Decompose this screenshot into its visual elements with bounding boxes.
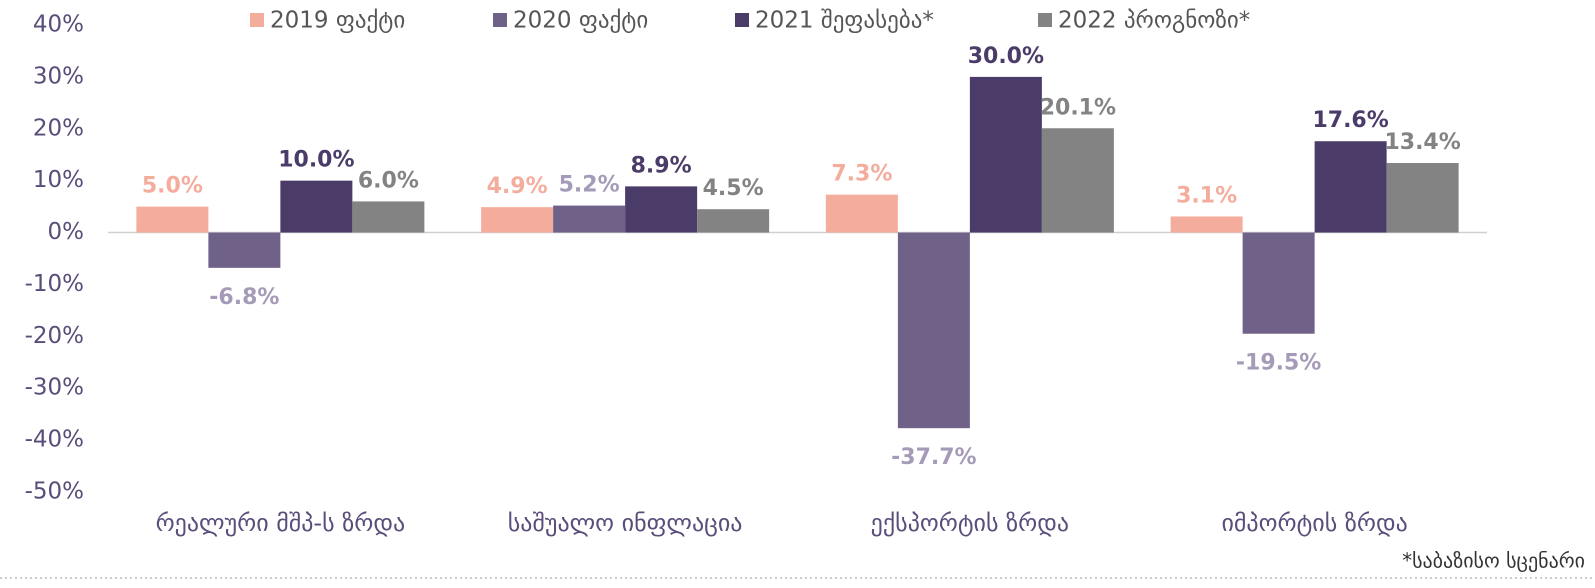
legend-swatch	[1038, 13, 1052, 27]
bar	[352, 201, 425, 233]
value-label: -6.8%	[209, 285, 279, 310]
value-label: 4.9%	[487, 174, 548, 199]
bar	[553, 205, 626, 233]
value-label: 10.0%	[278, 148, 354, 173]
legend-label: 2022 პროგნოზი*	[1058, 8, 1250, 34]
y-tick-label: 0%	[48, 219, 85, 245]
bar	[1170, 216, 1243, 233]
bar	[1242, 232, 1315, 334]
y-tick-label: 40%	[33, 12, 84, 38]
y-tick-label: -30%	[25, 375, 84, 401]
value-label: 20.1%	[1040, 95, 1116, 120]
x-tick-label: ექსპორტის ზრდა	[871, 509, 1069, 537]
bar	[697, 209, 770, 233]
legend-label: 2019 ფაქტი	[270, 8, 405, 34]
bar	[136, 206, 209, 233]
bar	[625, 186, 698, 233]
legend-label: 2020 ფაქტი	[513, 8, 648, 34]
legend-swatch	[250, 13, 264, 27]
value-label: 5.2%	[559, 173, 620, 198]
bar	[825, 194, 898, 233]
value-label: 7.3%	[831, 162, 892, 187]
bar	[208, 232, 281, 268]
x-tick-label: იმპორტის ზრდა	[1221, 509, 1407, 537]
value-label: 6.0%	[358, 168, 419, 193]
value-label: 5.0%	[142, 174, 203, 199]
bar	[481, 207, 554, 233]
y-tick-label: -10%	[25, 271, 84, 297]
y-tick-label: 30%	[33, 63, 84, 89]
bar	[897, 232, 970, 429]
x-tick-label: საშუალო ინფლაცია	[508, 509, 743, 537]
bar	[1386, 163, 1459, 233]
y-tick-label: 20%	[33, 115, 84, 141]
value-label: -37.7%	[891, 445, 976, 470]
value-label: 17.6%	[1312, 108, 1388, 133]
bar	[969, 76, 1042, 233]
footnote: *საბაზისო სცენარი	[1402, 549, 1585, 573]
legend-label: 2021 შეფასება*	[755, 8, 934, 34]
y-tick-label: -20%	[25, 323, 84, 349]
legend-swatch	[735, 13, 749, 27]
bar	[1314, 141, 1387, 233]
value-label: -19.5%	[1236, 351, 1321, 376]
value-label: 8.9%	[631, 153, 692, 178]
value-label: 4.5%	[703, 176, 764, 201]
y-tick-label: -40%	[25, 427, 84, 453]
value-label: 30.0%	[968, 44, 1044, 69]
x-tick-label: რეალური მშპ-ს ზრდა	[156, 509, 406, 537]
value-label: 13.4%	[1384, 130, 1460, 155]
bar	[1041, 128, 1114, 233]
value-label: 3.1%	[1176, 183, 1237, 208]
bar	[280, 180, 353, 233]
y-tick-label: -50%	[25, 479, 84, 505]
legend-swatch	[493, 13, 507, 27]
y-tick-label: 10%	[33, 167, 84, 193]
